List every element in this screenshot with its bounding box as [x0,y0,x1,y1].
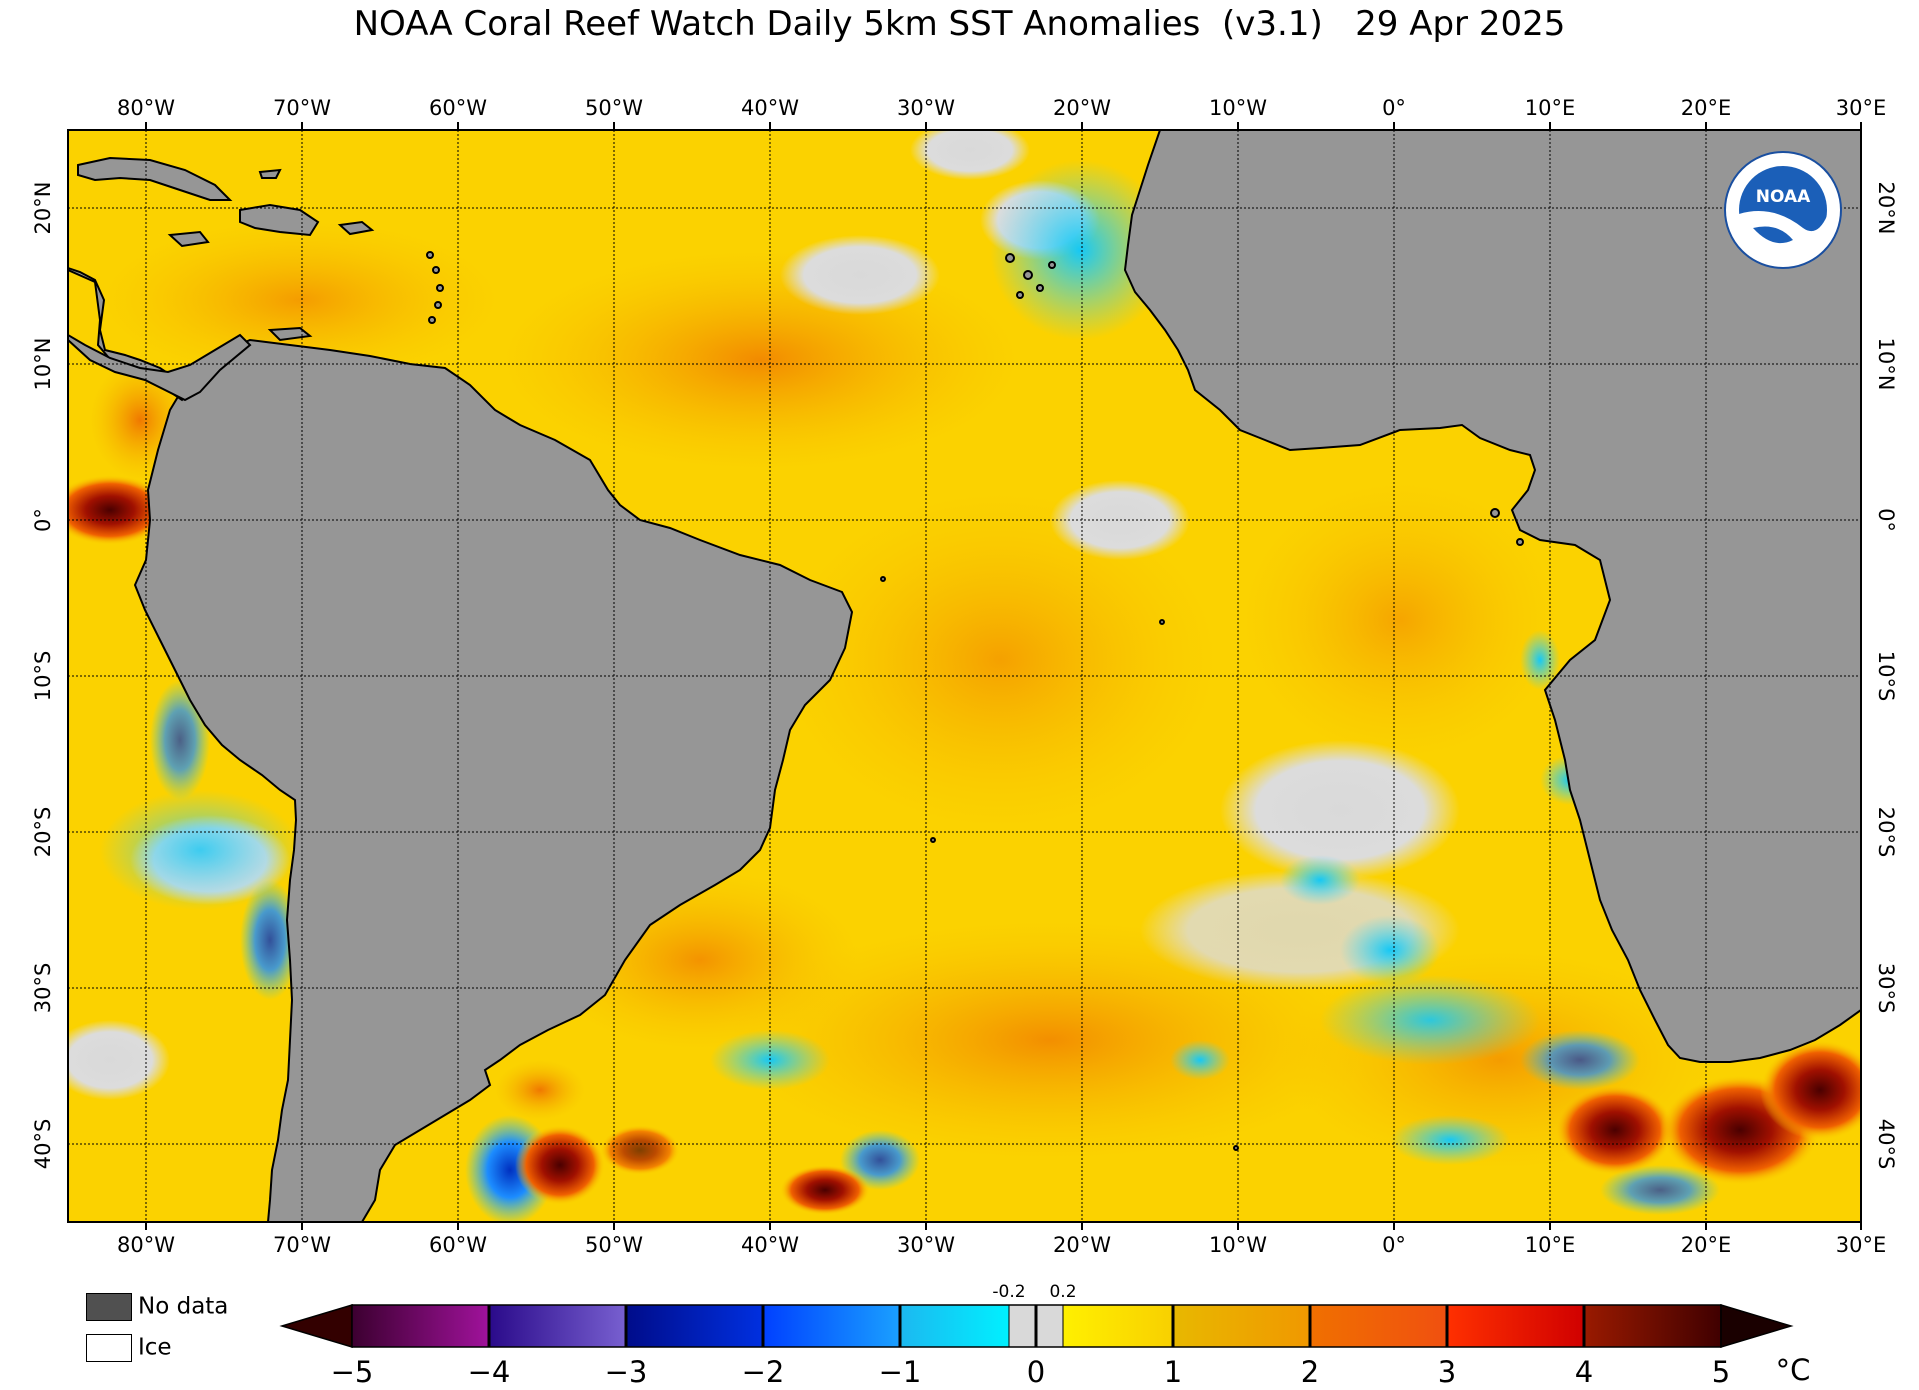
lat-label-right: 20°S [1874,807,1898,858]
lat-label-left: 0° [31,508,55,532]
lon-label-top: 10°W [1209,96,1267,120]
colorbar-small-tick-label: -0.2 [992,1282,1025,1302]
lon-label-bottom: 10°E [1525,1233,1576,1257]
lat-label-left: 30°S [31,963,55,1014]
legend-no-data: No data [86,1293,228,1321]
africa-landmass [1123,130,1861,1063]
map-frame [67,129,1862,1223]
colorbar-tick-label: 1 [1164,1355,1182,1389]
colorbar-dividers [487,1305,1586,1347]
ice-label: Ice [138,1334,172,1361]
lat-label-left: 40°S [31,1119,55,1170]
map-field [68,130,1861,1222]
noaa-logo: NOAA [1724,151,1842,269]
central-america-isthmus [68,333,252,402]
lon-label-top: 60°W [429,96,487,120]
map-title: NOAA Coral Reef Watch Daily 5km SST Anom… [353,4,1566,44]
lon-label-bottom: 50°W [585,1233,643,1257]
colorbar: −5 −4 −3 −2 −1 0 1 2 3 4 5 °C -0.2 0.2 [279,1282,1811,1389]
lat-label-left: 10°N [31,338,55,391]
colorbar-tick-label: 5 [1712,1355,1730,1389]
lat-label-right: 10°N [1874,338,1898,391]
longitude-labels-bottom: 80°W 70°W 60°W 50°W 40°W 30°W 20°W 10°W … [117,1233,1886,1257]
colorbar-high-arrow [1720,1303,1794,1349]
lat-label-right: 20°N [1874,182,1898,235]
colorbar-unit: °C [1776,1353,1811,1387]
lat-label-right: 30°S [1874,963,1898,1014]
lon-label-bottom: 80°W [117,1233,175,1257]
lat-label-right: 40°S [1874,1119,1898,1170]
lat-label-left: 20°S [31,807,55,858]
lon-label-bottom: 30°W [897,1233,955,1257]
lon-label-top: 40°W [741,96,799,120]
lon-label-top: 0° [1382,96,1406,120]
lon-label-bottom: 70°W [273,1233,331,1257]
lon-label-bottom: 60°W [429,1233,487,1257]
colorbar-tick-label: 0 [1027,1355,1045,1389]
colorbar-tick-labels: −5 −4 −3 −2 −1 0 1 2 3 4 5 °C -0.2 0.2 [331,1282,1811,1389]
colorbar-minor-dividers [1008,1305,1064,1347]
noaa-logo-text: NOAA [1756,187,1811,207]
lon-label-top: 30°W [897,96,955,120]
colorbar-small-tick-label: 0.2 [1049,1282,1076,1302]
no-data-swatch [86,1293,132,1321]
lon-label-top: 20°W [1053,96,1111,120]
colorbar-tick-label: 3 [1438,1355,1456,1389]
warm-anomaly-areas [100,220,1720,1170]
lon-label-bottom: 0° [1382,1233,1406,1257]
colorbar-tick-label: −4 [468,1355,511,1389]
lon-label-bottom: 30°E [1836,1233,1887,1257]
lon-label-bottom: 20°E [1681,1233,1732,1257]
lon-label-top: 70°W [273,96,331,120]
legend-ice: Ice [86,1334,172,1362]
colorbar-tick-label: −2 [742,1355,785,1389]
colorbar-tick-label: 2 [1301,1355,1319,1389]
longitude-labels-top: 80°W 70°W 60°W 50°W 40°W 30°W 20°W 10°W … [117,96,1886,120]
colorbar-tick-label: −3 [605,1355,648,1389]
south-america-landmass [133,338,854,1222]
ice-swatch [86,1334,132,1362]
lon-label-bottom: 40°W [741,1233,799,1257]
colorbar-tick-label: −1 [879,1355,922,1389]
axis-ticks [145,122,1862,1230]
no-data-label: No data [138,1293,229,1320]
lon-label-bottom: 10°W [1209,1233,1267,1257]
latitude-labels-left: 20°N 10°N 0° 10°S 20°S 30°S 40°S [31,182,55,1170]
lat-label-right: 0° [1874,508,1898,532]
colorbar-tick-label: −5 [331,1355,374,1389]
lon-label-bottom: 20°W [1053,1233,1111,1257]
colorbar-low-arrow [279,1303,353,1349]
lon-label-top: 80°W [117,96,175,120]
hot-anomaly-areas [68,360,1861,1215]
lat-label-left: 10°S [31,651,55,702]
lat-label-left: 20°N [31,182,55,235]
colorbar-segments [352,1305,1721,1347]
graticule [68,130,1861,1222]
lat-label-right: 10°S [1874,651,1898,702]
lon-label-top: 10°E [1525,96,1576,120]
caribbean-islands [77,156,444,342]
latitude-labels-right: 20°N 10°N 0° 10°S 20°S 30°S 40°S [1874,182,1898,1170]
colorbar-tick-label: 4 [1575,1355,1593,1389]
lon-label-top: 20°E [1681,96,1732,120]
lon-label-top: 30°E [1836,96,1887,120]
lon-label-top: 50°W [585,96,643,120]
